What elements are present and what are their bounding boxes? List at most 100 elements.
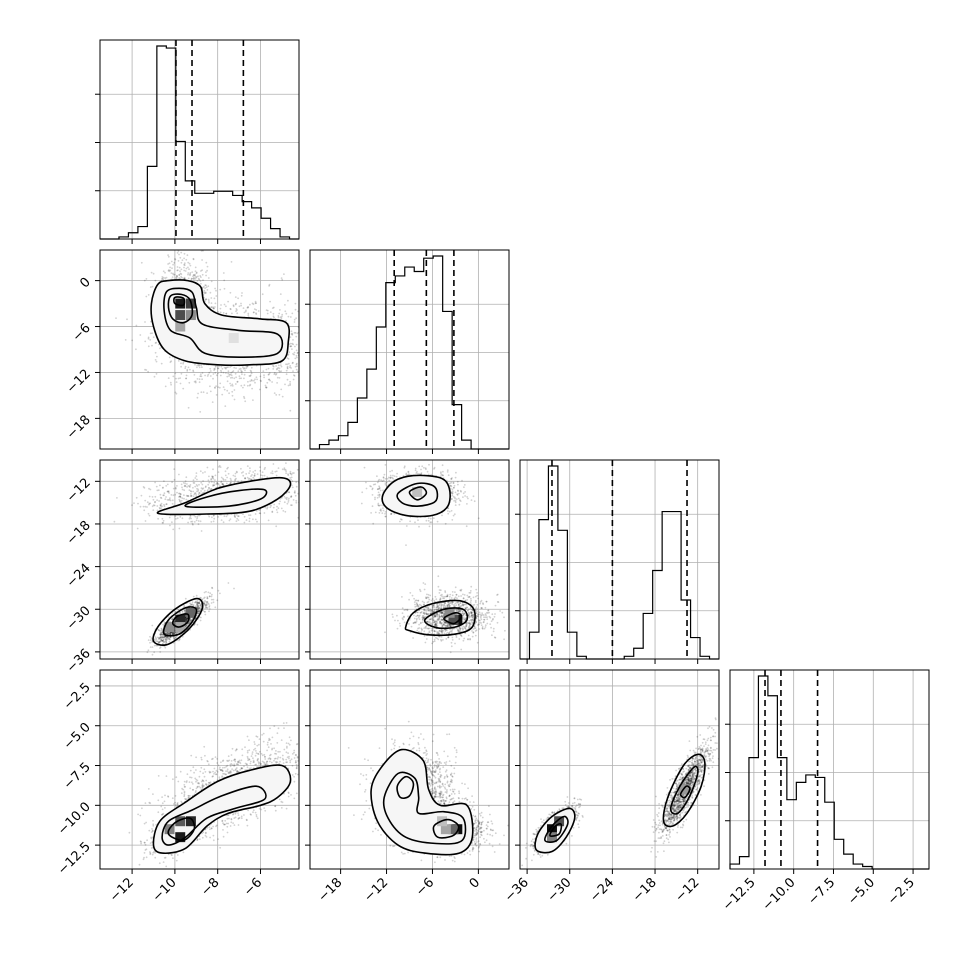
sample-point — [178, 498, 181, 501]
density-pixel — [175, 298, 186, 309]
sample-point — [209, 291, 212, 294]
sample-point — [226, 380, 229, 383]
sample-point — [199, 280, 202, 282]
y-tick-label: −12 — [64, 367, 94, 397]
sample-point — [209, 375, 212, 377]
sample-point — [147, 337, 150, 340]
x-tick-label: −7.5 — [805, 875, 838, 908]
sample-point — [203, 285, 205, 288]
sample-point — [189, 602, 191, 605]
sample-point — [211, 593, 213, 596]
sample-point — [187, 485, 190, 487]
sample-point — [198, 602, 201, 605]
sample-point — [229, 518, 232, 520]
sample-point — [306, 319, 308, 321]
sample-point — [184, 609, 187, 612]
sample-point — [293, 331, 296, 334]
sample-point — [184, 597, 187, 600]
sample-point — [201, 286, 204, 289]
sample-point — [166, 483, 169, 486]
sample-point — [211, 401, 214, 403]
sample-point — [206, 596, 209, 598]
sample-point — [235, 470, 238, 473]
sample-point — [163, 505, 166, 507]
sample-point — [212, 520, 215, 523]
sample-point — [149, 502, 152, 505]
sample-point — [176, 275, 178, 278]
sample-point — [259, 379, 262, 382]
sample-point — [167, 633, 170, 635]
sample-point — [198, 601, 201, 604]
sample-point — [199, 375, 202, 378]
sample-point — [227, 472, 230, 475]
sample-point — [199, 411, 202, 413]
sample-point — [272, 506, 275, 509]
sample-point — [272, 306, 275, 309]
sample-point — [194, 381, 197, 384]
sample-point — [281, 497, 283, 499]
sample-point — [126, 318, 128, 321]
sample-point — [160, 631, 163, 634]
sample-point — [246, 306, 249, 309]
sample-point — [284, 310, 287, 313]
sample-point — [214, 606, 217, 609]
sample-point — [266, 476, 269, 478]
sample-point — [266, 309, 269, 312]
sample-point — [326, 477, 328, 479]
sample-point — [152, 509, 155, 511]
sample-point — [235, 376, 238, 379]
sample-point — [164, 385, 167, 388]
sample-point — [207, 373, 210, 376]
sample-point — [310, 384, 312, 386]
sample-point — [304, 349, 306, 351]
sample-point — [284, 383, 286, 386]
sample-point — [285, 462, 287, 464]
sample-point — [232, 304, 235, 307]
sample-point — [302, 331, 304, 333]
sample-point — [243, 395, 245, 398]
sample-point — [213, 369, 216, 371]
sample-point — [179, 495, 182, 498]
sample-point — [232, 370, 235, 372]
sample-point — [174, 391, 177, 394]
sample-point — [252, 311, 255, 314]
sample-point — [158, 629, 161, 632]
sample-point — [289, 380, 291, 383]
sample-point — [321, 463, 323, 465]
sample-point — [209, 385, 211, 388]
sample-point — [288, 491, 291, 494]
sample-point — [185, 476, 188, 479]
sample-point — [290, 345, 293, 347]
sample-point — [212, 485, 214, 487]
sample-point — [153, 638, 156, 641]
sample-point — [184, 365, 187, 368]
sample-point — [196, 623, 199, 626]
sample-point — [289, 366, 291, 369]
sample-point — [178, 612, 181, 615]
sample-point — [263, 512, 266, 514]
sample-point — [172, 487, 175, 490]
sample-point — [289, 316, 292, 318]
sample-point — [279, 500, 281, 503]
sample-point — [292, 353, 294, 355]
sample-point — [240, 377, 243, 380]
sample-point — [195, 594, 198, 597]
sample-point — [234, 303, 237, 306]
sample-point — [246, 476, 249, 479]
sample-point — [150, 637, 153, 639]
sample-point — [153, 375, 156, 378]
sample-point — [330, 476, 332, 478]
sample-point — [192, 595, 195, 598]
sample-point — [199, 603, 202, 606]
sample-point — [205, 298, 208, 301]
sample-point — [183, 252, 186, 255]
sample-point — [225, 312, 228, 315]
sample-point — [312, 327, 314, 329]
sample-point — [292, 499, 295, 501]
sample-point — [313, 493, 315, 495]
sample-point — [218, 464, 221, 467]
sample-point — [213, 307, 215, 310]
sample-point — [151, 641, 154, 643]
sample-point — [172, 632, 175, 635]
sample-point — [186, 618, 188, 620]
